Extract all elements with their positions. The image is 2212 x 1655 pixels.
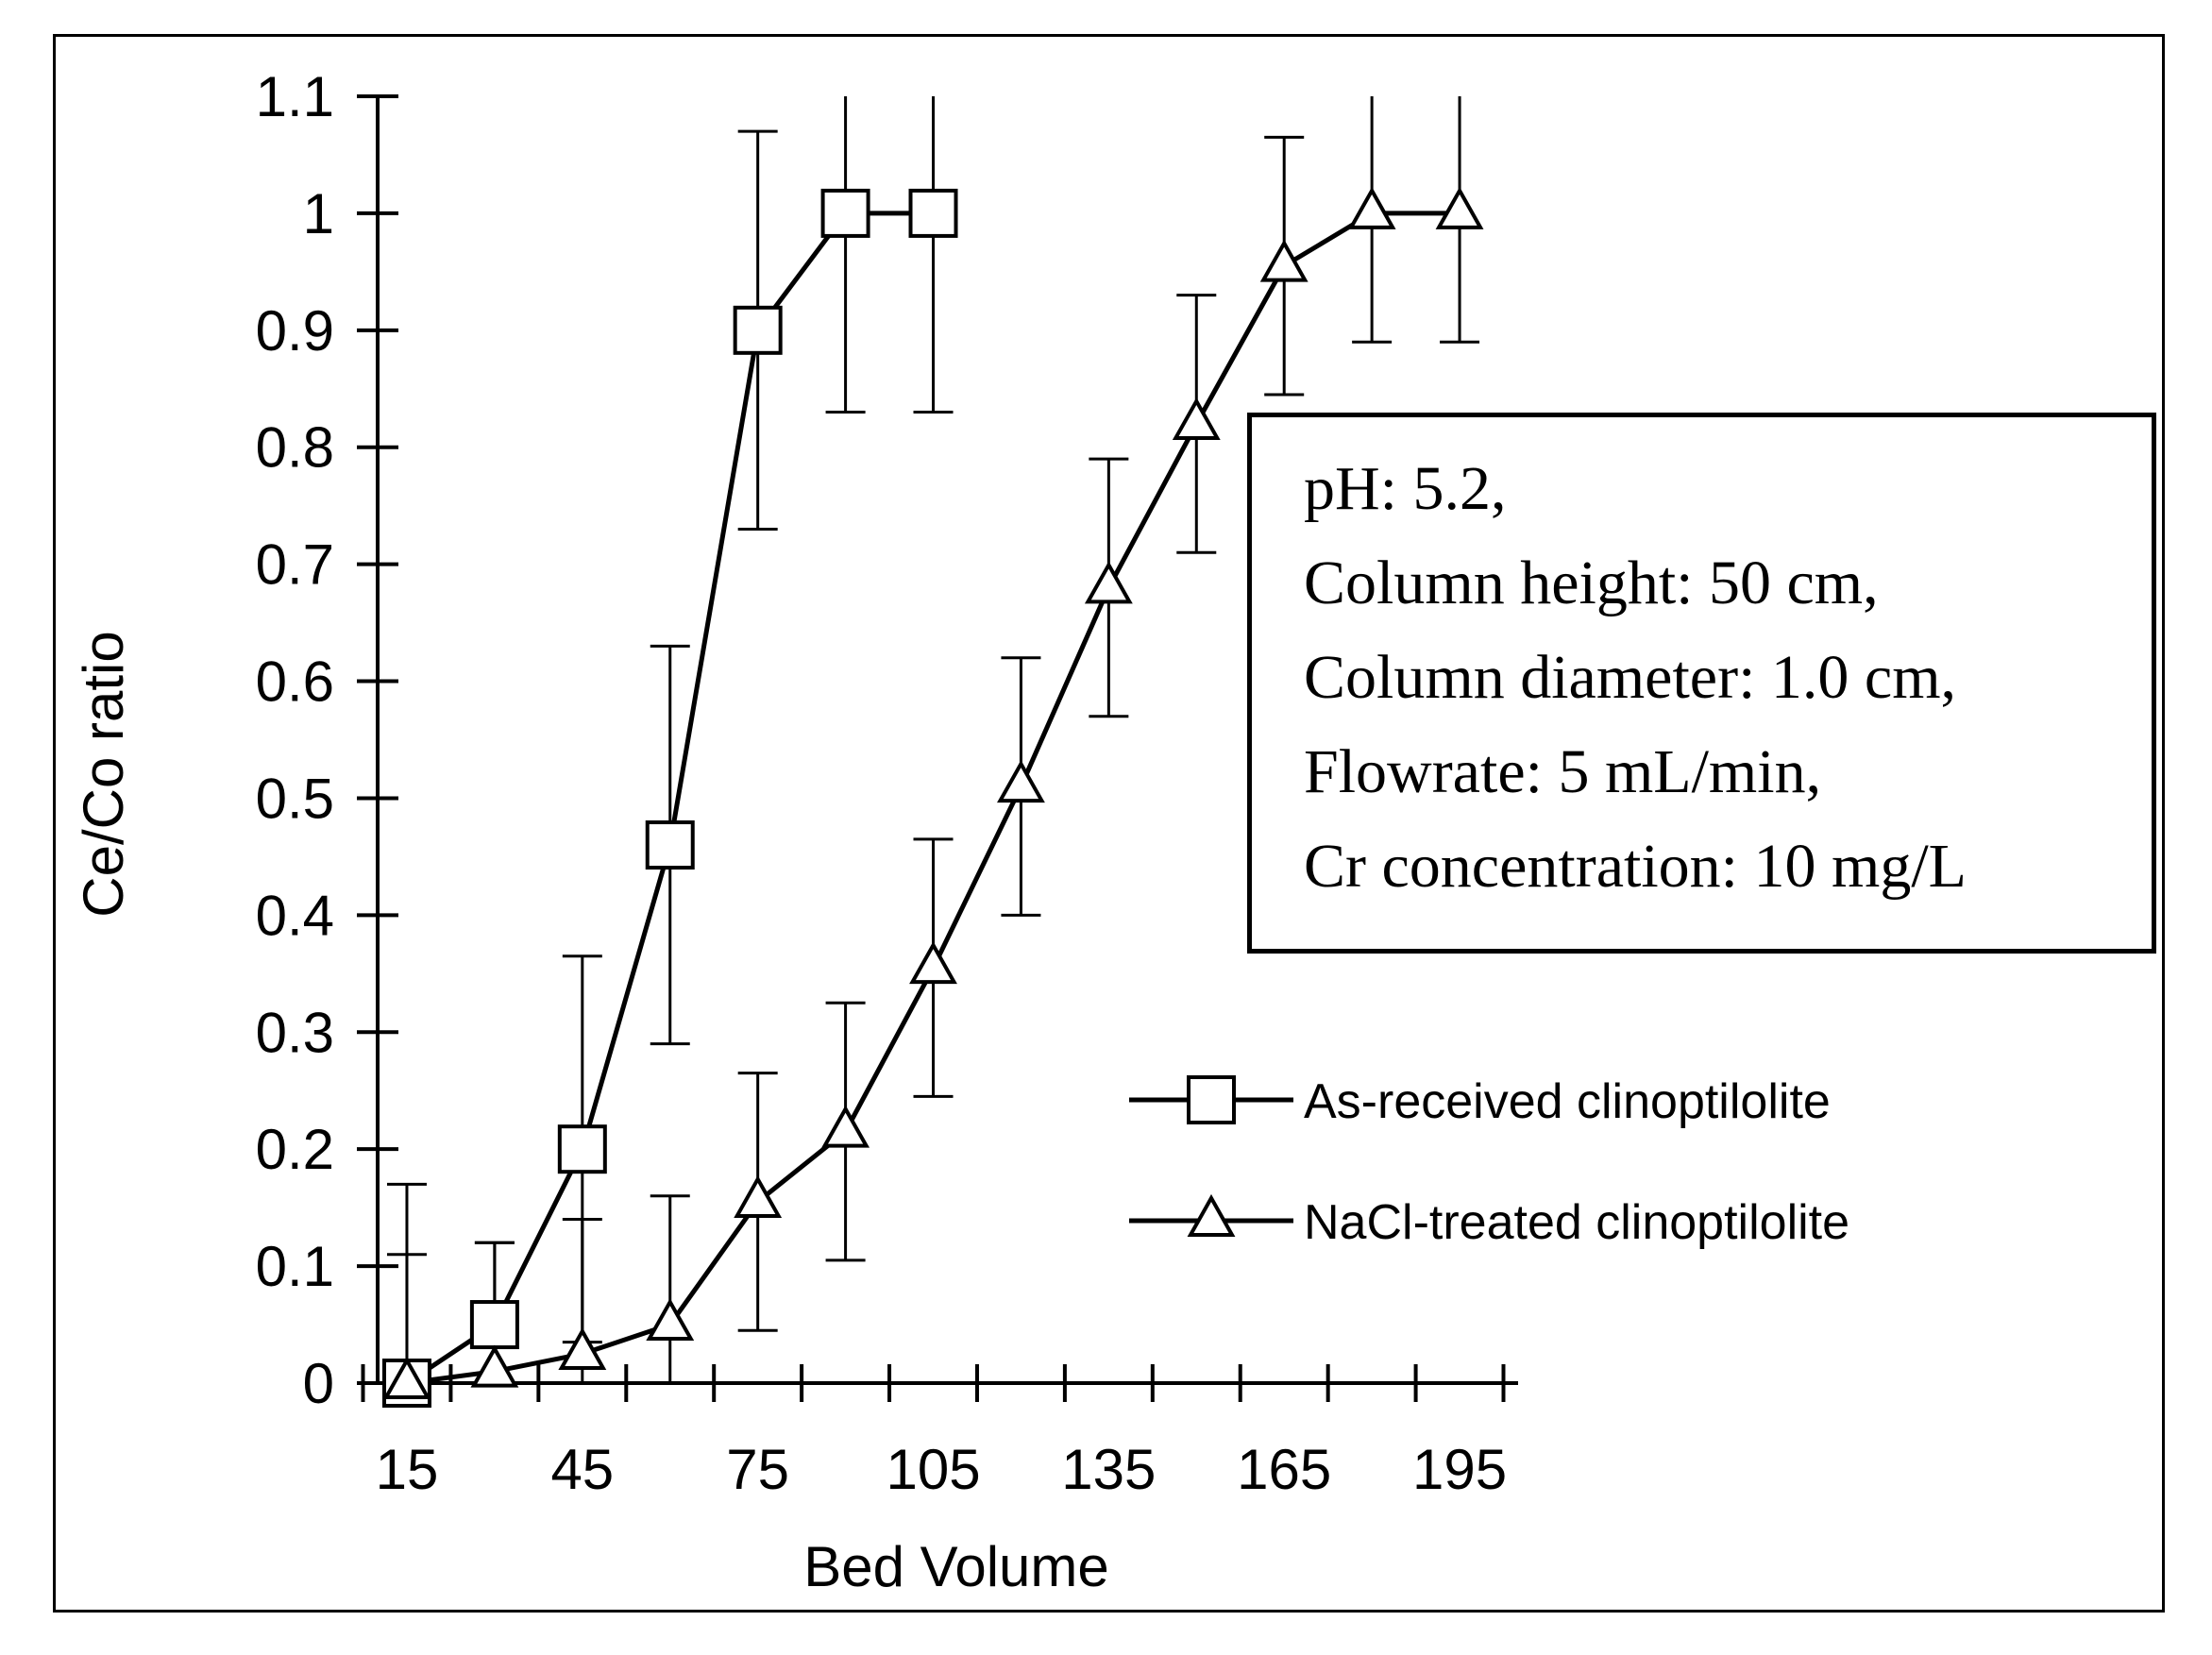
nacl-treated-marker <box>1259 239 1309 282</box>
axes: 0 0.1 0.2 0.3 0.4 0.5 0.6 0.7 0.8 0.9 1 1.1 15 45 75 10… <box>256 65 1518 1501</box>
x-tick-label: 135 <box>1061 1438 1156 1501</box>
legend-marker <box>1187 1075 1236 1124</box>
error-bars <box>386 96 1480 1383</box>
nacl-treated-marker <box>646 1297 695 1342</box>
nacl-treated-marker <box>382 1356 431 1399</box>
nacl-treated-marker <box>734 1174 783 1218</box>
condition-flowrate: Flowrate: 5 mL/min, <box>1304 737 1822 806</box>
x-tick-label: 75 <box>726 1438 789 1501</box>
as-received-error-bar <box>913 96 954 414</box>
y-tick-label: 0.1 <box>256 1235 334 1298</box>
x-tick-label: 45 <box>550 1438 614 1501</box>
legend-label: NaCl-treated clinoptilolite <box>1304 1195 1849 1250</box>
condition-cr-concentration: Cr concentration: 10 mg/L <box>1304 832 1967 901</box>
series-markers <box>381 186 1484 1408</box>
condition-ph: pH: 5.2, <box>1304 454 1507 523</box>
y-tick-label: 0.8 <box>256 416 334 480</box>
y-tick-label: 0.7 <box>256 533 334 597</box>
legend-item-nacl-treated: NaCl-treated clinoptilolite <box>1129 1193 1849 1250</box>
y-tick-label: 1.1 <box>256 65 334 128</box>
nacl-treated-marker <box>1347 186 1396 229</box>
as-received-marker <box>557 1124 607 1174</box>
nacl-treated-error-bar <box>650 1194 690 1383</box>
nacl-treated-marker <box>1172 397 1221 440</box>
y-tick-label: 0.2 <box>256 1118 334 1181</box>
y-tick-label: 1 <box>303 182 334 245</box>
x-tick-label: 15 <box>376 1438 439 1501</box>
x-tick-label: 165 <box>1237 1438 1331 1501</box>
legend: As-received clinoptilolite NaCl-treated c… <box>1129 1074 1849 1250</box>
chart-frame <box>53 34 2165 1613</box>
nacl-treated-error-bar <box>386 1182 427 1383</box>
nacl-treated-marker <box>558 1326 607 1371</box>
nacl-treated-marker <box>470 1344 519 1388</box>
y-tick-label: 0.4 <box>256 884 334 947</box>
as-received-marker <box>469 1300 519 1350</box>
legend-item-as-received: As-received clinoptilolite <box>1129 1074 1831 1129</box>
y-tick-label: 0.3 <box>256 1001 334 1064</box>
y-axis-title: Ce/Co ratio <box>72 631 135 917</box>
nacl-treated-marker <box>997 759 1045 803</box>
nacl-treated-marker <box>821 1105 870 1148</box>
y-tick-label: 0.6 <box>256 650 334 714</box>
y-tick-label: 0 <box>303 1352 334 1415</box>
experiment-conditions-box: pH: 5.2, Column height: 50 cm, Column di… <box>1247 413 2156 954</box>
condition-column-height: Column height: 50 cm, <box>1304 549 1879 617</box>
nacl-treated-marker <box>909 941 957 985</box>
legend-label: As-received clinoptilolite <box>1304 1074 1831 1129</box>
legend-marker <box>1187 1193 1236 1237</box>
y-tick-label: 0.9 <box>256 299 334 363</box>
x-axis-title: Bed Volume <box>803 1535 1109 1598</box>
y-tick-label: 0.5 <box>256 767 334 830</box>
x-tick-label: 195 <box>1412 1438 1507 1501</box>
as-received-marker <box>820 188 870 238</box>
condition-column-diameter: Column diameter: 1.0 cm, <box>1304 643 1957 712</box>
as-received-marker <box>908 188 958 238</box>
as-received-error-bar <box>825 96 866 414</box>
nacl-treated-marker <box>1084 561 1133 604</box>
as-received-marker <box>645 820 695 870</box>
as-received-marker <box>733 305 783 355</box>
x-tick-label: 105 <box>886 1438 980 1501</box>
nacl-treated-marker <box>1435 186 1484 229</box>
